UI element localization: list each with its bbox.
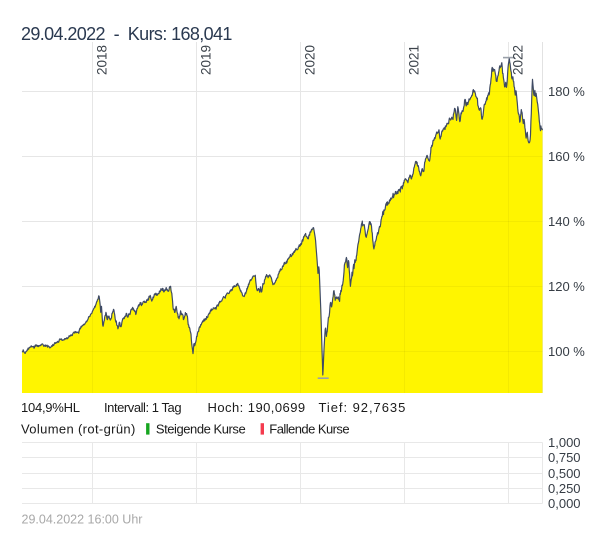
svg-text:0,250: 0,250 — [548, 481, 581, 496]
svg-text:1,000: 1,000 — [548, 435, 581, 450]
svg-text:104,9%HL: 104,9%HL — [21, 400, 80, 415]
svg-text:0,750: 0,750 — [548, 450, 581, 465]
svg-text:140 %: 140 % — [548, 214, 585, 229]
svg-text:2022: 2022 — [511, 45, 526, 75]
svg-text:160 %: 160 % — [548, 149, 585, 164]
svg-text:2019: 2019 — [199, 45, 214, 75]
svg-text:100 %: 100 % — [548, 344, 585, 359]
svg-text:Intervall: 1 Tag: Intervall: 1 Tag — [104, 400, 181, 415]
svg-text:120 %: 120 % — [548, 279, 585, 294]
svg-text:Volumen (rot-grün): Volumen (rot-grün) — [21, 422, 136, 437]
svg-text:2020: 2020 — [303, 45, 318, 75]
svg-text:2018: 2018 — [95, 45, 110, 75]
svg-text:180 %: 180 % — [548, 84, 585, 99]
svg-text:2021: 2021 — [407, 45, 422, 75]
svg-text:29.04.2022 16:00 Uhr: 29.04.2022 16:00 Uhr — [22, 513, 143, 527]
svg-text:29.04.2022 - Kurs: 168,041: 29.04.2022 - Kurs: 168,041 — [21, 24, 232, 44]
svg-text:Hoch: 190,0699: Hoch: 190,0699 — [208, 400, 306, 415]
svg-text:0,500: 0,500 — [548, 466, 581, 481]
svg-text:0,000: 0,000 — [548, 496, 581, 511]
svg-text:Steigende Kurse: Steigende Kurse — [156, 422, 246, 437]
svg-text:Fallende Kurse: Fallende Kurse — [269, 422, 349, 437]
svg-text:Tief: 92,7635: Tief: 92,7635 — [319, 400, 407, 415]
